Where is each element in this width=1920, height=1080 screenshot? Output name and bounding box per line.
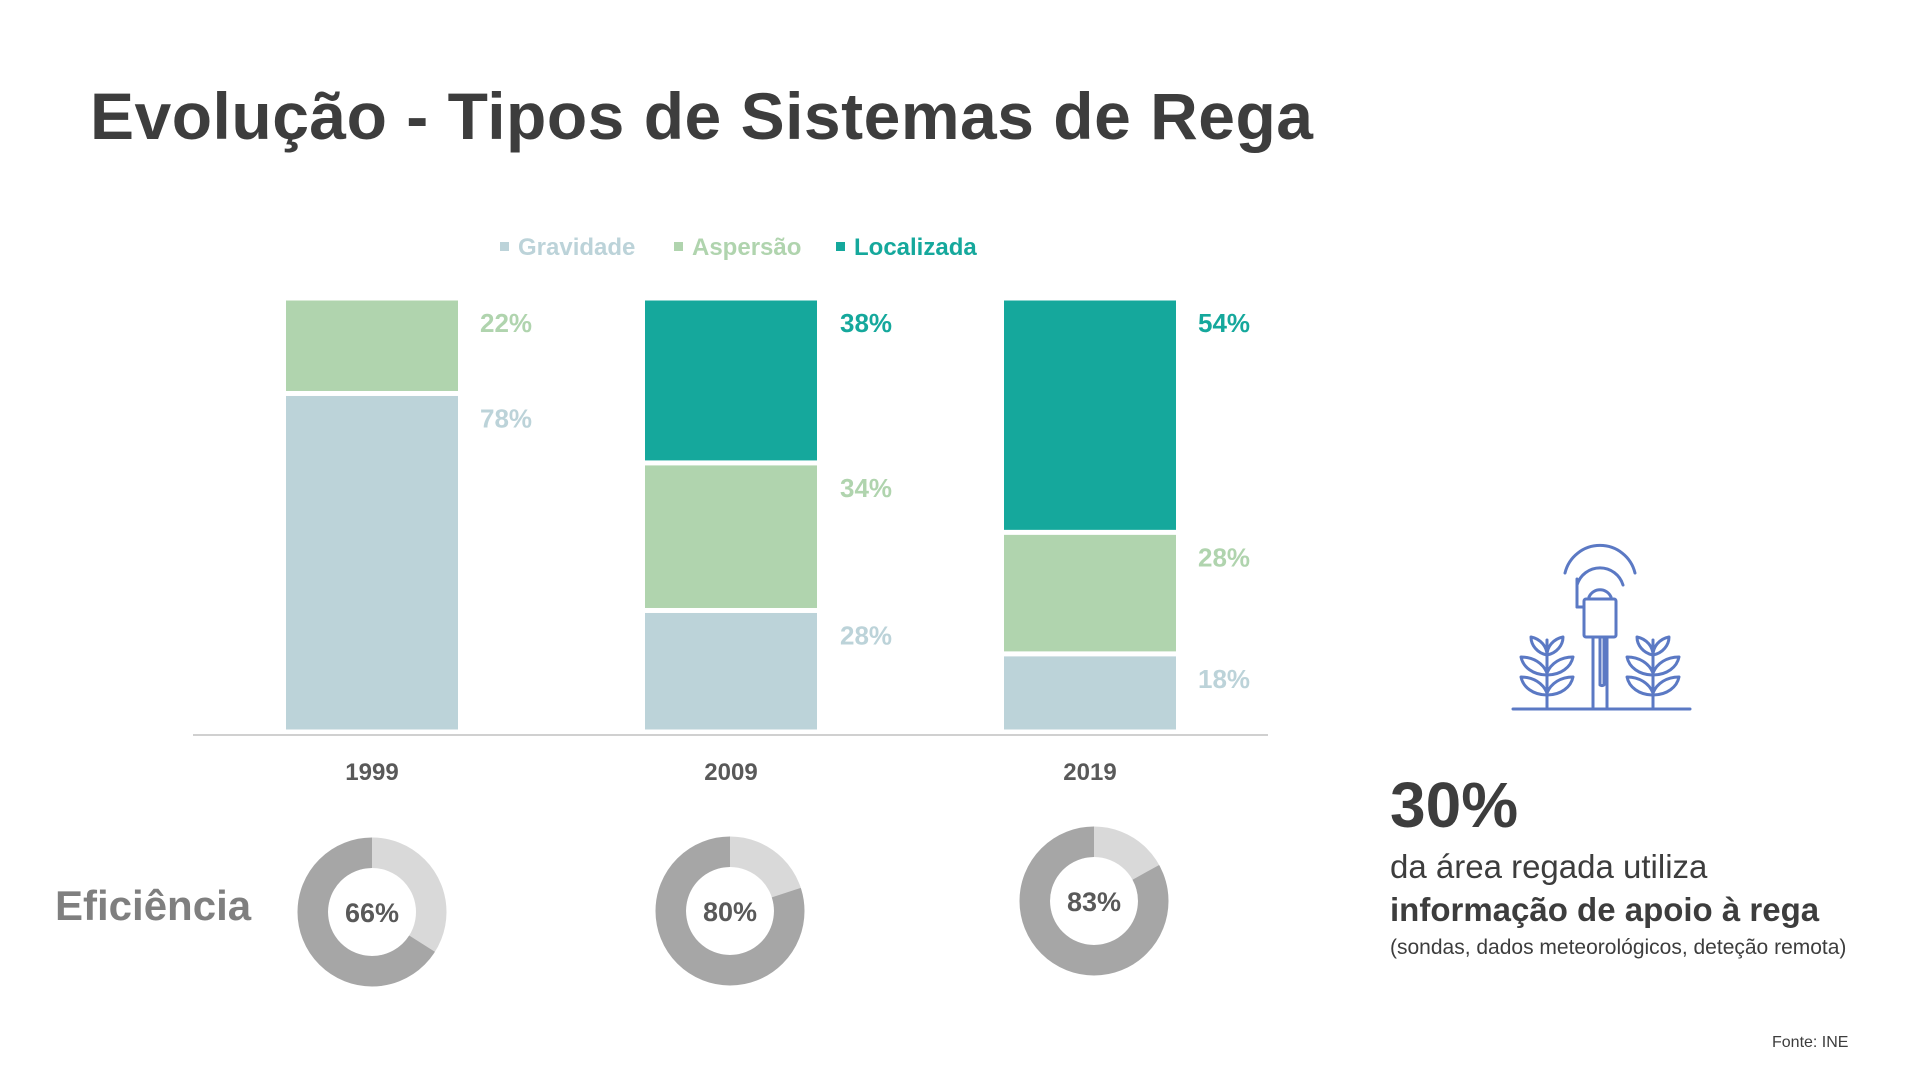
data-label-2009-aspersão: 34%: [840, 473, 892, 503]
callout-note: (sondas, dados meteorológicos, deteção r…: [1390, 936, 1847, 960]
data-label-2019-localizada: 54%: [1198, 308, 1250, 338]
legend-item-gravidade: Gravidade: [518, 234, 635, 261]
legend-item-localizada: Localizada: [854, 234, 977, 261]
legend-marker-gravidade: [500, 242, 509, 251]
bar-1999-aspersão: [286, 300, 458, 391]
data-label-2009-localizada: 38%: [840, 308, 892, 338]
data-label-2009-gravidade: 28%: [840, 620, 892, 650]
donut-label-1999: 66%: [345, 898, 399, 928]
donut-outline-2009: [654, 835, 806, 987]
donut-efficiency-2009: [655, 836, 805, 986]
bar-2019-aspersão: [1004, 534, 1176, 652]
donut-efficiency-2019: [1019, 826, 1169, 976]
donut-label-2009: 80%: [703, 897, 757, 927]
legend-marker-aspersão: [674, 242, 683, 251]
callout-highlight: informação de apoio à rega: [1390, 891, 1820, 929]
bar-2009-gravidade: [645, 612, 817, 730]
callout-text: da área regada utiliza: [1390, 848, 1708, 886]
legend-marker-localizada: [836, 242, 845, 251]
soil-sensor-plants-icon: [1511, 543, 1692, 711]
bar-2009-aspersão: [645, 465, 817, 608]
support-info-callout: 30% da área regada utiliza informação de…: [1390, 770, 1910, 964]
bar-2019-localizada: [1004, 300, 1176, 530]
x-tick-label-1999: 1999: [345, 759, 398, 786]
data-label-2019-gravidade: 18%: [1198, 664, 1250, 694]
data-label-1999-gravidade: 78%: [480, 403, 532, 433]
bar-2019-gravidade: [1004, 656, 1176, 730]
x-tick-label-2009: 2009: [704, 759, 757, 786]
data-label-1999-aspersão: 22%: [480, 308, 532, 338]
donut-outline-2019: [1018, 825, 1170, 977]
source-note: Fonte: INE: [1772, 1034, 1849, 1051]
efficiency-label: Eficiência: [55, 882, 252, 929]
donut-outline-1999: [296, 836, 448, 988]
page-title: Evolução - Tipos de Sistemas de Rega: [90, 79, 1314, 153]
bar-2009-localizada: [645, 300, 817, 461]
donut-efficiency-1999: [297, 837, 447, 987]
bar-1999-gravidade: [286, 395, 458, 730]
x-tick-label-2019: 2019: [1063, 759, 1116, 786]
data-label-2019-aspersão: 28%: [1198, 542, 1250, 572]
callout-value: 30%: [1390, 769, 1519, 841]
legend-item-aspersão: Aspersão: [692, 234, 801, 261]
donut-label-2019: 83%: [1067, 887, 1121, 917]
